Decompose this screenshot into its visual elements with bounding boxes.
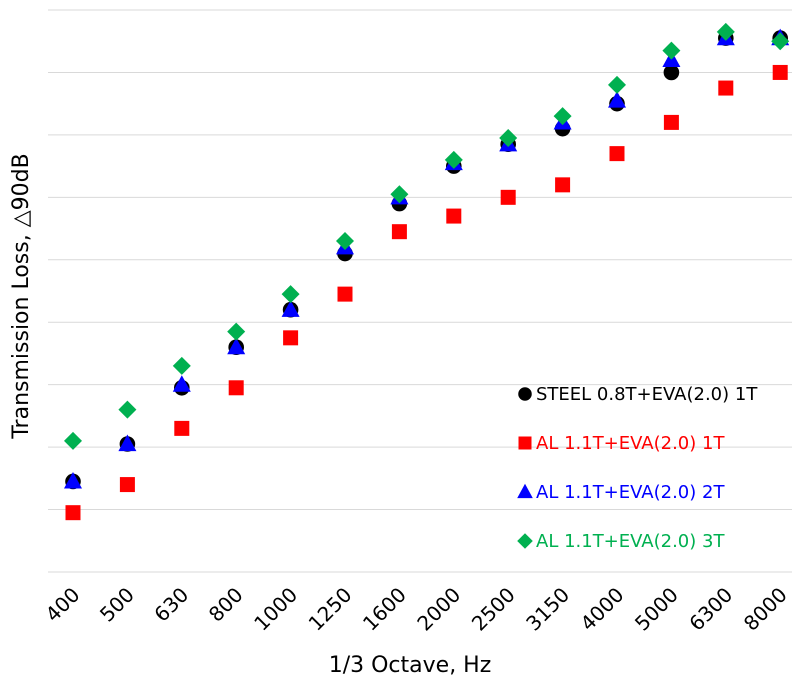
data-point-diamond	[662, 41, 681, 60]
x-tick-label: 400	[41, 583, 85, 627]
data-point-circle	[663, 64, 680, 81]
x-tick-label: 1600	[358, 583, 411, 636]
data-point-square	[609, 146, 625, 162]
data-point-diamond	[771, 32, 790, 51]
x-tick-label: 6300	[684, 583, 737, 636]
data-point-square	[446, 208, 462, 224]
x-tick-label: 8000	[739, 583, 792, 636]
data-point-square	[174, 420, 190, 436]
data-point-triangle	[64, 472, 82, 489]
legend-entry-label: AL 1.1T+EVA(2.0) 2T	[536, 482, 725, 503]
y-axis-label: Transmission Loss, △90dB	[9, 153, 34, 439]
data-point-diamond	[553, 107, 572, 126]
data-point-square	[772, 64, 788, 80]
legend: STEEL 0.8T+EVA(2.0) 1T AL 1.1T+EVA(2.0) 1…	[517, 384, 758, 552]
data-point-diamond	[64, 431, 82, 450]
data-point-square	[65, 505, 81, 521]
data-point-triangle	[608, 91, 626, 108]
data-point-square	[718, 80, 734, 96]
data-point-triangle	[227, 337, 246, 355]
x-tick-label: 3150	[521, 583, 574, 636]
data-point-diamond	[499, 129, 518, 148]
data-point-diamond	[172, 356, 191, 375]
data-point-diamond	[716, 22, 735, 41]
legend-entry-label: AL 1.1T+EVA(2.0) 3T	[536, 531, 725, 552]
data-point-diamond	[336, 232, 354, 251]
data-point-square	[228, 380, 244, 396]
data-point-triangle	[172, 375, 191, 392]
x-tick-label: 5000	[630, 583, 683, 636]
legend-marker-triangle	[517, 483, 533, 499]
legend-entry-label: AL 1.1T+EVA(2.0) 1T	[536, 433, 725, 454]
legend-entry-label: STEEL 0.8T+EVA(2.0) 1T	[536, 384, 758, 405]
x-tick-label: 1250	[304, 583, 357, 636]
legend-marker-diamond	[517, 533, 533, 549]
data-point-triangle	[281, 300, 300, 317]
data-point-diamond	[227, 322, 246, 341]
data-point-diamond	[118, 400, 137, 419]
x-axis-label: 1/3 Octave, Hz	[329, 653, 492, 678]
x-tick-label: 1000	[249, 583, 302, 636]
x-tick-label: 2500	[467, 583, 520, 636]
x-tick-label: 2000	[412, 583, 465, 636]
data-point-square	[337, 286, 353, 302]
data-point-square	[500, 189, 516, 205]
x-tick-labels: 400 500 630 800 1000 1250 1600 2000 2500 3150 4000…	[41, 583, 792, 636]
data-point-square	[119, 477, 135, 493]
x-tick-label: 630	[149, 583, 193, 627]
data-point-square	[283, 330, 299, 346]
data-point-diamond	[281, 285, 300, 304]
x-tick-label: 4000	[576, 583, 629, 636]
x-tick-label: 800	[204, 583, 248, 627]
data-point-square	[391, 224, 407, 240]
data-point-square	[663, 114, 679, 130]
legend-marker-circle	[518, 387, 532, 401]
data-points	[64, 22, 790, 521]
x-tick-label: 500	[95, 583, 139, 627]
data-point-diamond	[608, 75, 626, 94]
data-point-diamond	[444, 150, 463, 169]
data-point-triangle	[118, 434, 137, 452]
data-point-diamond	[390, 185, 409, 204]
data-point-square	[555, 177, 571, 193]
legend-marker-square	[518, 436, 532, 450]
gridlines	[48, 9, 792, 573]
